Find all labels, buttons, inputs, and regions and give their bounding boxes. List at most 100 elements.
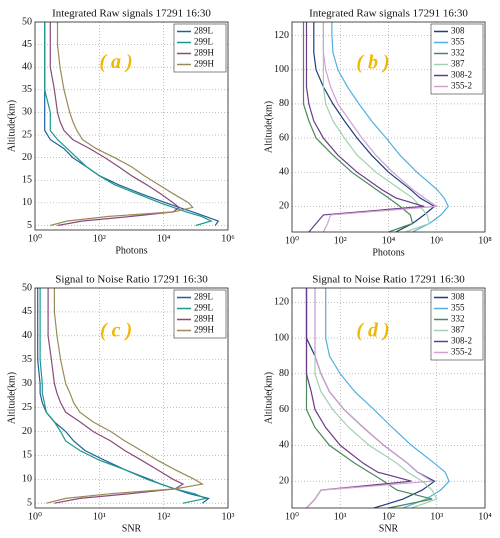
legend-label: 387 bbox=[451, 325, 465, 335]
y-axis-label: Altitude(km) bbox=[6, 100, 17, 152]
x-tick-label: 10⁰ bbox=[285, 235, 299, 246]
y-tick-label: 40 bbox=[279, 440, 289, 451]
chart-title: Signal to Noise Ratio 17291 16:30 bbox=[55, 274, 208, 286]
x-tick-label: 10² bbox=[157, 511, 170, 522]
y-tick-label: 20 bbox=[279, 201, 289, 212]
x-tick-label: 10¹ bbox=[334, 511, 347, 522]
y-tick-label: 30 bbox=[22, 378, 32, 389]
y-tick-label: 20 bbox=[22, 152, 32, 163]
plot-lines bbox=[44, 22, 220, 227]
legend-label: 308-2 bbox=[451, 336, 472, 346]
x-tick-label: 10³ bbox=[430, 511, 443, 522]
legend-label: 299L bbox=[194, 37, 213, 47]
y-tick-label: 5 bbox=[27, 220, 32, 231]
legend-label: 308 bbox=[451, 26, 465, 36]
y-tick-label: 5 bbox=[27, 498, 32, 509]
y-tick-label: 120 bbox=[274, 297, 289, 308]
x-axis-label: Photons bbox=[372, 247, 404, 258]
profile-line bbox=[305, 22, 425, 233]
x-tick-label: 10⁰ bbox=[28, 233, 42, 244]
profile-line bbox=[331, 22, 450, 233]
plot-frame bbox=[291, 21, 486, 233]
x-tick-label: 10⁴ bbox=[382, 235, 396, 246]
legend-label: 308 bbox=[451, 292, 465, 302]
legend-label: 289L bbox=[194, 26, 213, 36]
x-tick-label: 10² bbox=[382, 511, 395, 522]
y-tick-label: 35 bbox=[22, 354, 32, 365]
plot-lines bbox=[305, 288, 450, 509]
legend-label: 332 bbox=[451, 314, 465, 324]
legend-box bbox=[430, 289, 484, 361]
y-tick-label: 80 bbox=[279, 98, 289, 109]
legend-label: 355 bbox=[451, 303, 465, 313]
y-tick-label: 15 bbox=[22, 175, 32, 186]
profile-line bbox=[39, 288, 208, 504]
profile-line bbox=[306, 288, 434, 509]
plot-lines bbox=[37, 288, 210, 504]
profile-line bbox=[44, 22, 220, 226]
panel-annotation: ( b ) bbox=[356, 52, 389, 74]
plot-frame bbox=[34, 287, 229, 509]
x-tick-label: 10² bbox=[93, 233, 106, 244]
y-tick-label: 40 bbox=[22, 330, 32, 341]
x-tick-label: 10¹ bbox=[93, 511, 106, 522]
y-tick-label: 10 bbox=[22, 474, 32, 485]
profile-line bbox=[46, 288, 205, 504]
legend-label: 289H bbox=[194, 48, 215, 58]
y-tick-label: 30 bbox=[22, 107, 32, 118]
profile-line bbox=[302, 22, 414, 233]
y-tick-label: 25 bbox=[22, 402, 32, 413]
y-tick-label: 100 bbox=[274, 64, 289, 75]
profile-line bbox=[305, 288, 412, 509]
y-tick-label: 20 bbox=[22, 426, 32, 437]
legend-label: 299H bbox=[194, 59, 215, 69]
legend-label: 387 bbox=[451, 59, 465, 69]
profile-line bbox=[325, 288, 450, 509]
x-tick-label: 10⁶ bbox=[221, 233, 235, 244]
legend-label: 308-2 bbox=[451, 70, 472, 80]
y-tick-label: 40 bbox=[22, 62, 32, 73]
y-tick-label: 50 bbox=[22, 16, 32, 27]
y-axis-label: Altitude(km) bbox=[263, 101, 274, 153]
x-tick-label: 10⁴ bbox=[478, 511, 492, 522]
x-tick-label: 10⁸ bbox=[478, 235, 492, 246]
y-tick-label: 80 bbox=[279, 368, 289, 379]
y-tick-label: 50 bbox=[22, 282, 32, 293]
y-axis-label: Altitude(km) bbox=[6, 372, 17, 424]
profile-line bbox=[44, 22, 213, 227]
x-tick-label: 10⁰ bbox=[28, 511, 42, 522]
chart-title: Integrated Raw signals 17291 16:30 bbox=[309, 8, 468, 20]
y-tick-label: 60 bbox=[279, 132, 289, 143]
legend-label: 289H bbox=[194, 314, 215, 324]
y-tick-label: 45 bbox=[22, 306, 32, 317]
panel-annotation: ( a ) bbox=[99, 51, 132, 73]
y-tick-label: 100 bbox=[274, 332, 289, 343]
x-axis-label: Photons bbox=[115, 245, 147, 256]
legend-label: 355-2 bbox=[451, 81, 472, 91]
y-axis-label: Altitude(km) bbox=[263, 372, 274, 424]
profile-line bbox=[322, 22, 439, 233]
y-tick-label: 35 bbox=[22, 84, 32, 95]
profile-line bbox=[50, 22, 194, 227]
y-tick-label: 45 bbox=[22, 39, 32, 50]
panel-annotation: ( d ) bbox=[356, 320, 389, 342]
legend-label: 355-2 bbox=[451, 347, 472, 357]
profile-line bbox=[313, 22, 436, 233]
y-tick-label: 15 bbox=[22, 450, 32, 461]
plot-frame bbox=[291, 287, 486, 509]
x-axis-label: SNR bbox=[122, 523, 142, 534]
x-tick-label: 10³ bbox=[222, 511, 235, 522]
x-tick-label: 10² bbox=[334, 235, 347, 246]
plot-frame bbox=[34, 21, 229, 231]
panel-annotation: ( c ) bbox=[100, 320, 132, 342]
plot-lines bbox=[302, 22, 450, 233]
chart-title: Signal to Noise Ratio 17291 16:30 bbox=[312, 274, 465, 286]
y-tick-label: 120 bbox=[274, 30, 289, 41]
legend-label: 332 bbox=[451, 48, 465, 58]
legend-box bbox=[430, 23, 484, 95]
y-tick-label: 25 bbox=[22, 129, 32, 140]
legend-label: 355 bbox=[451, 37, 465, 47]
y-tick-label: 10 bbox=[22, 197, 32, 208]
x-tick-label: 10⁴ bbox=[157, 233, 171, 244]
